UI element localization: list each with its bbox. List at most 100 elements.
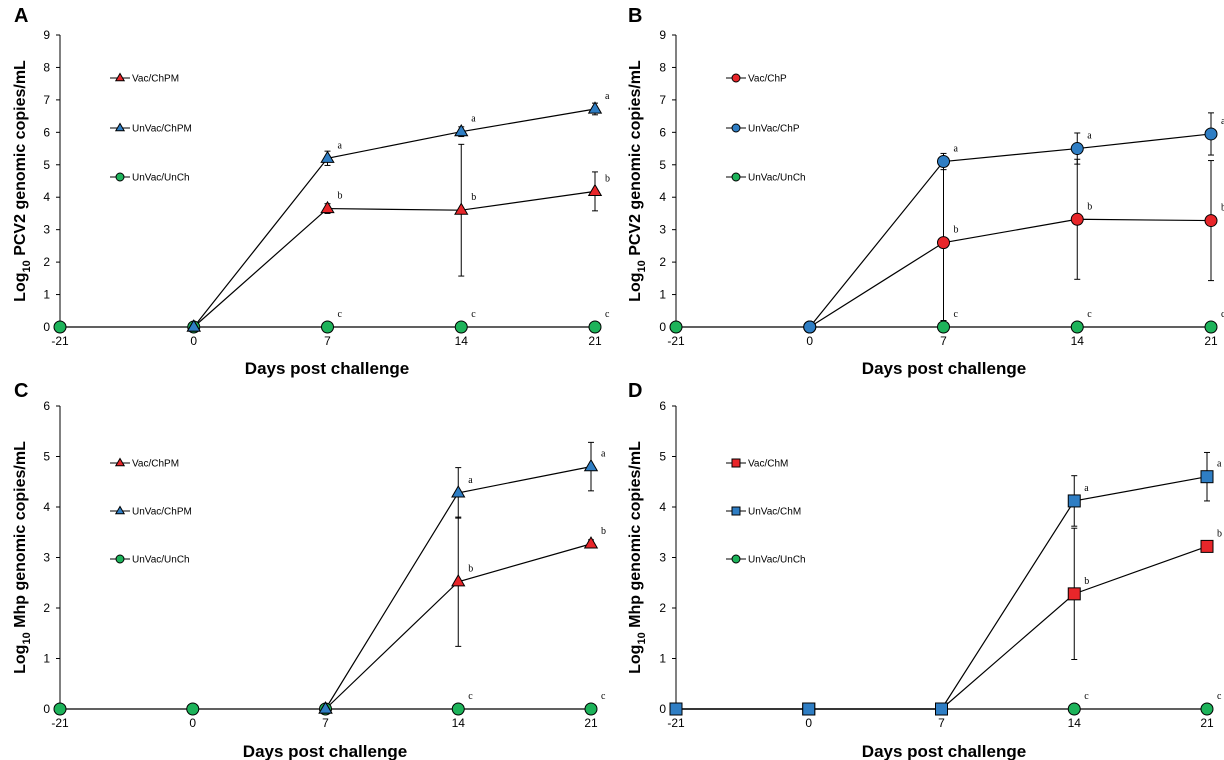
panel-b-series-0-line: [809, 218, 1212, 328]
panel-b-y-tick-label: 5: [659, 158, 666, 172]
panel-a-legend-label: Vac/ChPM: [132, 74, 179, 85]
panel-d-x-tick-label: 14: [1068, 716, 1082, 730]
panel-d-y-axis-title: Log10 Mhp genomic copies/mL: [627, 441, 648, 674]
panel-a-y-tick-label: 9: [43, 28, 50, 42]
panel-a-y-tick-label: 0: [43, 320, 50, 334]
panel-d-legend-marker: [731, 506, 741, 516]
panel-b-series-0-sig-letter: b: [1221, 203, 1224, 214]
panel-c-series-2-sig-letter: c: [468, 691, 473, 702]
panel-a-y-axis-title-prefix: Log: [12, 272, 29, 301]
panel-a-series-0-point: [587, 183, 603, 196]
panel-c-legend-marker: [115, 554, 125, 564]
panel-c-x-tick-label: 21: [584, 716, 598, 730]
panel-b-series-1-sig-letter: a: [954, 144, 959, 155]
panel-a-legend-label: UnVac/ChPM: [132, 124, 192, 135]
panel-b-y-axis-title: Log10 PCV2 genomic copies/mL: [627, 60, 648, 302]
panel-c-y-tick-label: 5: [43, 450, 50, 464]
panel-c-y-tick-label: 0: [43, 702, 50, 716]
panel-c-series-2-sig-letter: c: [601, 691, 606, 702]
panel-b-legend-marker: [731, 73, 741, 83]
panel-a-y-tick-label: 6: [43, 125, 50, 139]
panel-b-x-tick-label: 7: [940, 334, 947, 348]
panel-d-y-tick-label: 2: [659, 601, 666, 615]
panel-c-series-0-sig-letter: b: [468, 564, 473, 575]
panel-c-legend-marker: [114, 505, 126, 515]
panel-c-y-axis-title-rest: Mhp genomic copies/mL: [12, 441, 29, 632]
panel-c-y-tick-label: 1: [43, 652, 50, 666]
panel-b-series-1-point: [1070, 142, 1084, 156]
panel-b-series-1-point: [1204, 127, 1218, 141]
panel-d-x-tick-label: 0: [805, 716, 812, 730]
panel-c-x-axis-title: Days post challenge: [243, 742, 407, 760]
panel-b-y-tick-label: 8: [659, 60, 666, 74]
panel-b-letter: B: [628, 5, 642, 27]
panel-a-series-0-sig-letter: b: [471, 192, 476, 203]
panel-a-y-axis-title-sub: 10: [21, 260, 33, 272]
panel-b-y-tick-label: 7: [659, 93, 666, 107]
panel-a-series-0-line: [193, 190, 596, 328]
panel-b-series-2-point: [1070, 320, 1084, 334]
panel-b-legend-marker: [731, 123, 741, 133]
panel-b-series-2-point: [669, 320, 683, 334]
panel-b-series-2-sig-letter: c: [954, 309, 959, 320]
panel-a-series-1-point: [587, 101, 603, 114]
panel-d-series-2-point: [1200, 702, 1214, 716]
panel-b-series-1-sig-letter: a: [1087, 131, 1092, 142]
panel-a-legend-marker: [115, 172, 125, 182]
panel-c-legend-marker: [114, 457, 126, 467]
panel-c-x-tick-label: 7: [322, 716, 329, 730]
panel-c-series-1-point: [318, 701, 333, 714]
panel-d-y-tick-label: 0: [659, 702, 666, 716]
panel-d-x-axis-title: Days post challenge: [862, 742, 1026, 760]
panel-b-y-axis-title-prefix: Log: [627, 272, 644, 301]
panel-b-series-0-point: [1070, 212, 1084, 226]
panel-c-series-0-point: [583, 536, 599, 549]
panel-b-x-tick-label: 21: [1204, 334, 1218, 348]
panel-b-series-1-sig-letter: a: [1221, 116, 1224, 127]
panel-a-series-1-point: [454, 123, 469, 137]
panel-c-y-tick-label: 6: [43, 399, 50, 413]
panel-a-series-1-sig-letter: a: [605, 91, 610, 102]
panel-d-legend-label: UnVac/UnCh: [748, 555, 806, 566]
panel-b-y-tick-label: 3: [659, 223, 666, 237]
panel-d-legend-label: Vac/ChM: [748, 459, 788, 470]
panel-a-x-tick-label: 7: [324, 334, 331, 348]
panel-c-y-tick-label: 3: [43, 551, 50, 565]
panel-b-series-0-sig-letter: b: [1087, 201, 1092, 212]
panel-b-series-2-sig-letter: c: [1221, 309, 1224, 320]
panel-a-legend-marker: [114, 72, 126, 82]
panel-d-series-1-point: [1200, 470, 1214, 484]
panel-d-x-tick-label: -21: [667, 716, 685, 730]
panel-b-series-2-point: [1204, 320, 1218, 334]
panel-c-series-0-sig-letter: b: [601, 526, 606, 537]
panel-b-y-tick-label: 0: [659, 320, 666, 334]
panel-d-series-2-sig-letter: c: [1217, 691, 1222, 702]
panel-a-x-axis-title: Days post challenge: [245, 359, 409, 378]
panel-c-y-axis-title-prefix: Log: [12, 645, 29, 674]
panel-d-series-2-sig-letter: c: [1084, 691, 1089, 702]
panel-b-legend-label: UnVac/ChP: [748, 124, 800, 135]
panel-c-x-tick-label: 0: [189, 716, 196, 730]
panel-d-y-axis-title-sub: 10: [636, 632, 648, 644]
panel-a-series-2-sig-letter: c: [471, 309, 476, 320]
panel-c-y-axis-title: Log10 Mhp genomic copies/mL: [12, 441, 33, 674]
panel-d-y-tick-label: 1: [659, 652, 666, 666]
panel-d-legend-marker: [731, 554, 741, 564]
panel-d-legend-label: UnVac/ChM: [748, 507, 801, 518]
panel-c-y-axis-title-sub: 10: [21, 632, 33, 644]
panel-b-x-axis-title: Days post challenge: [862, 359, 1026, 378]
panel-d-y-axis-title-rest: Mhp genomic copies/mL: [627, 441, 644, 632]
panel-b-series-0-point: [1204, 214, 1218, 228]
panel-c-series-1-point: [583, 458, 599, 472]
panel-b-y-tick-label: 6: [659, 125, 666, 139]
panel-c-series-2-point: [53, 702, 67, 716]
panel-a-y-axis-title: Log10 PCV2 genomic copies/mL: [12, 60, 33, 302]
panel-c-series-2-point: [186, 702, 200, 716]
panel-c-series-1-sig-letter: a: [468, 475, 473, 486]
panel-b-y-axis-title-rest: PCV2 genomic copies/mL: [627, 60, 644, 260]
panel-d-legend-marker: [731, 458, 741, 468]
panel-a-series-0-point: [454, 202, 469, 215]
panel-b-x-tick-label: 0: [806, 334, 813, 348]
panel-a-legend-marker: [114, 122, 126, 132]
panel-c-x-tick-label: -21: [51, 716, 69, 730]
